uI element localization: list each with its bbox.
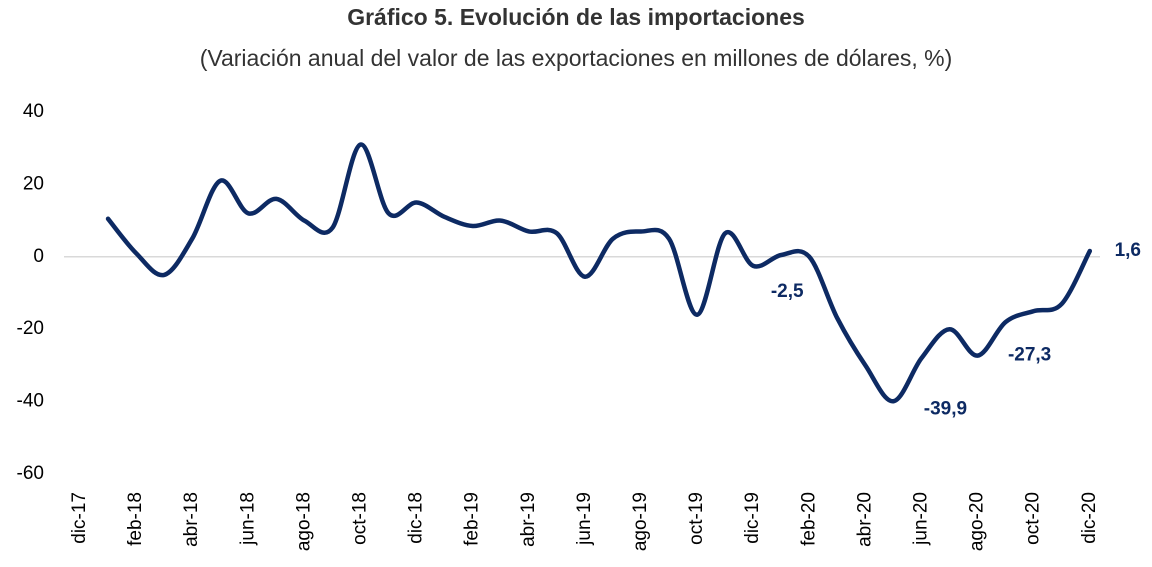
x-tick-label: ago-20 — [967, 492, 988, 551]
x-tick-label: jun-19 — [574, 492, 595, 546]
chart-subtitle: (Variación anual del valor de las export… — [200, 45, 953, 71]
data-label: -2,5 — [771, 281, 804, 302]
x-tick-label: abr-19 — [518, 492, 539, 547]
x-tick-label: dic-19 — [742, 492, 763, 544]
y-tick-label: 0 — [33, 246, 44, 267]
data-label: -39,9 — [924, 398, 967, 419]
x-tick-label: abr-20 — [854, 492, 875, 547]
x-tick-label: oct-20 — [1023, 492, 1044, 545]
x-tick-label: ago-19 — [630, 492, 651, 551]
x-tick-label: feb-18 — [125, 492, 146, 546]
data-label: -27,3 — [1008, 345, 1051, 366]
x-tick-label: jun-20 — [911, 492, 932, 546]
data-label: 1,6 — [1115, 240, 1141, 261]
x-tick-label: feb-20 — [798, 492, 819, 546]
x-tick-label: dic-17 — [69, 492, 90, 544]
y-tick-label: -40 — [17, 391, 44, 412]
y-tick-label: -20 — [17, 318, 44, 339]
x-tick-label: dic-18 — [406, 492, 427, 544]
y-tick-label: 20 — [23, 173, 44, 194]
x-tick-label: feb-19 — [462, 492, 483, 546]
x-tick-label: ago-18 — [293, 492, 314, 551]
y-tick-label: 40 — [23, 101, 44, 122]
x-tick-label: oct-18 — [350, 492, 371, 545]
x-tick-label: jun-18 — [237, 492, 258, 546]
y-tick-label: -60 — [17, 463, 44, 484]
x-tick-label: oct-19 — [686, 492, 707, 545]
line — [105, 142, 1093, 404]
chart-title: Gráfico 5. Evolución de las importacione… — [347, 4, 805, 30]
x-tick-label: abr-18 — [181, 492, 202, 547]
x-tick-label: dic-20 — [1079, 492, 1100, 544]
